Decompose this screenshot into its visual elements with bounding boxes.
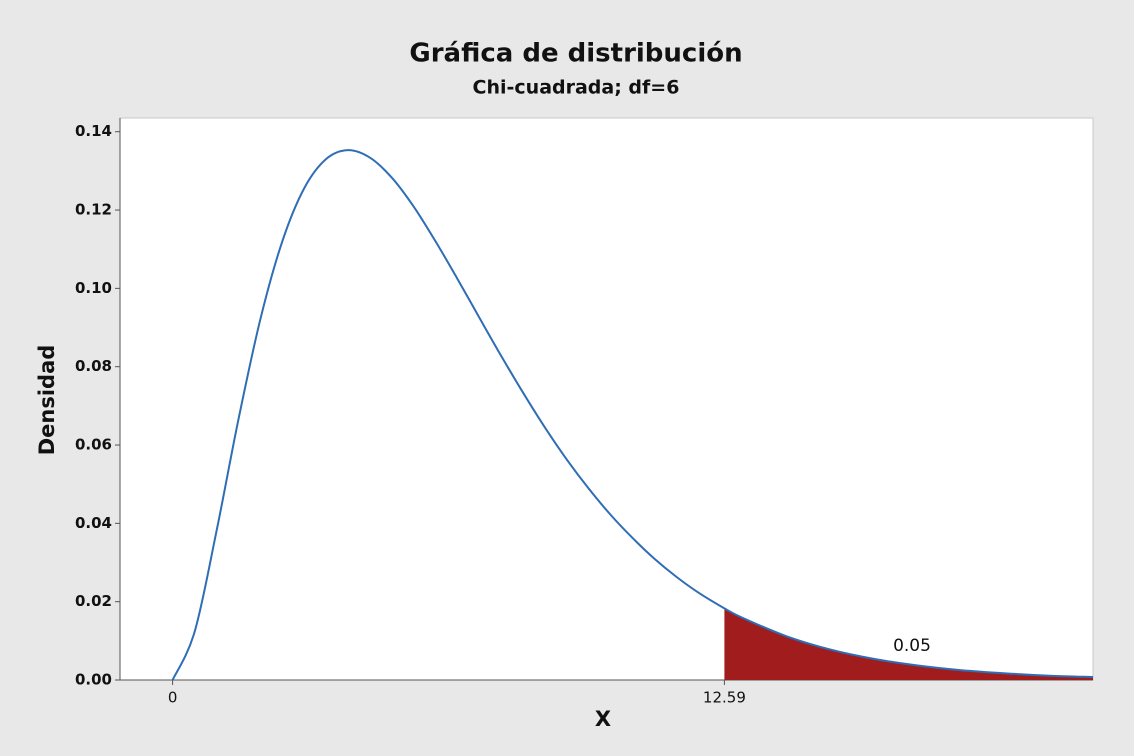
y-tick-label: 0.04 — [75, 514, 112, 532]
area-label: 0.05 — [893, 636, 931, 656]
y-tick-label: 0.02 — [75, 592, 112, 610]
shaded-area — [724, 608, 1093, 680]
plot-area — [119, 117, 1094, 681]
y-tick-label: 0.10 — [75, 279, 112, 297]
y-tick-label: 0.08 — [75, 357, 112, 375]
x-tick-label: 12.59 — [703, 689, 746, 707]
y-tick-label: 0.06 — [75, 436, 112, 454]
x-tick-label: 0 — [168, 689, 178, 707]
chart-title: Gráfica de distribución — [409, 39, 742, 69]
density-curve — [171, 149, 1094, 681]
y-tick-label: 0.14 — [75, 122, 112, 140]
chart-subtitle: Chi-cuadrada; df=6 — [473, 77, 680, 99]
y-axis-label: Densidad — [35, 345, 59, 456]
y-tick-label: 0.00 — [75, 671, 112, 689]
y-tick-label: 0.12 — [75, 201, 112, 219]
x-axis-label: X — [595, 707, 611, 731]
